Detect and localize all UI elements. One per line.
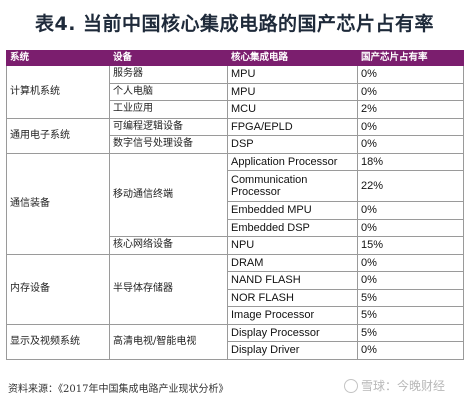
cell-core-ic: MCU	[227, 100, 358, 119]
cell-domestic-share: 0%	[357, 82, 464, 101]
cell-core-ic: DRAM	[227, 253, 358, 272]
cell-device: 工业应用	[109, 100, 228, 119]
cell-device: 半导体存储器	[109, 253, 228, 325]
header-domestic-share: 国产芯片占有率	[357, 50, 464, 66]
table-header-row: 系统 设备 核心集成电路 国产芯片占有率	[6, 50, 464, 66]
watermark: 雪球：今晚财经	[344, 377, 445, 394]
cell-domestic-share: 22%	[357, 170, 464, 202]
cell-domestic-share: 0%	[357, 218, 464, 237]
table-row: Display Driver 0%	[7, 341, 464, 360]
table-row: 数字信号处理设备 DSP 0%	[7, 135, 464, 154]
table-row: Embedded MPU 0%	[7, 201, 464, 220]
table-row: NAND FLASH 0%	[7, 271, 464, 290]
table-row: 通信装备 移动通信终端 Application Processor 18%	[6, 152, 464, 255]
header-system: 系统	[6, 50, 110, 66]
cell-domestic-share: 0%	[357, 65, 464, 84]
source-note: 资料来源：《2017年中国集成电路产业现状分析》	[8, 384, 229, 395]
cell-domestic-share: 15%	[357, 236, 464, 255]
cell-core-ic: Embedded MPU	[227, 201, 358, 220]
cell-core-ic: NPU	[227, 236, 358, 255]
cell-system: 通用电子系统	[6, 117, 110, 154]
table-row: Communication Processor 22%	[7, 170, 464, 202]
cell-core-ic: NAND FLASH	[227, 271, 358, 290]
cell-device: 移动通信终端	[109, 152, 228, 237]
cell-device: 可编程逻辑设备	[109, 117, 228, 136]
snowball-logo-icon	[344, 378, 358, 393]
cell-domestic-share: 5%	[357, 323, 464, 342]
cell-domestic-share: 5%	[357, 306, 464, 325]
cell-domestic-share: 0%	[357, 201, 464, 220]
cell-device: 个人电脑	[109, 82, 228, 101]
cell-system: 显示及视频系统	[6, 323, 110, 360]
cell-core-ic: FPGA/EPLD	[227, 117, 358, 136]
table-row: 通用电子系统 可编程逻辑设备 FPGA/EPLD 0%	[6, 117, 464, 154]
cell-system: 计算机系统	[6, 65, 110, 119]
cell-core-ic: Image Processor	[227, 306, 358, 325]
cell-core-ic: DSP	[227, 135, 358, 154]
table-row: 内存设备 半导体存储器 DRAM 0%	[6, 253, 464, 325]
cell-core-ic: Communication Processor	[227, 170, 358, 202]
cell-system: 内存设备	[6, 253, 110, 325]
cell-core-ic: MPU	[227, 65, 358, 84]
cell-domestic-share: 0%	[357, 341, 464, 360]
cell-device: 高清电视/智能电视	[109, 323, 228, 360]
cell-domestic-share: 0%	[357, 135, 464, 154]
table-row: Image Processor 5%	[7, 306, 464, 325]
cell-device: 核心网络设备	[109, 236, 228, 255]
table-title: 表4. 当前中国核心集成电路的国产芯片占有率	[34, 13, 435, 35]
cell-domestic-share: 18%	[357, 152, 464, 171]
cell-system: 通信装备	[6, 152, 110, 255]
cell-domestic-share: 2%	[357, 100, 464, 119]
cell-device: 数字信号处理设备	[109, 135, 228, 154]
cell-domestic-share: 5%	[357, 288, 464, 307]
cell-device: 服务器	[109, 65, 228, 84]
cell-core-ic: Display Processor	[227, 323, 358, 342]
chip-share-table: 系统 设备 核心集成电路 国产芯片占有率 计算机系统 服务器 MPU 0% 个人电脑 MP…	[6, 50, 464, 360]
table-row: Embedded DSP 0%	[7, 218, 464, 237]
cell-core-ic: Embedded DSP	[227, 218, 358, 237]
cell-domestic-share: 0%	[357, 271, 464, 290]
cell-core-ic: Application Processor	[227, 152, 358, 171]
cell-domestic-share: 0%	[357, 253, 464, 272]
cell-core-ic: Display Driver	[227, 341, 358, 360]
watermark-text: 雪球：今晚财经	[361, 379, 446, 393]
table-row: 个人电脑 MPU 0%	[7, 82, 464, 101]
header-device: 设备	[109, 50, 228, 66]
cell-domestic-share: 0%	[357, 117, 464, 136]
header-core-ic: 核心集成电路	[227, 50, 358, 66]
table-row: 计算机系统 服务器 MPU 0%	[6, 65, 464, 119]
cell-core-ic: NOR FLASH	[227, 288, 358, 307]
cell-core-ic: MPU	[227, 82, 358, 101]
table-row: 显示及视频系统 高清电视/智能电视 Display Processor 5%	[6, 323, 464, 360]
table-body: 计算机系统 服务器 MPU 0% 个人电脑 MPU 0% 工业应用 MCU 2% 通用电子系统 可编程…	[6, 65, 464, 360]
